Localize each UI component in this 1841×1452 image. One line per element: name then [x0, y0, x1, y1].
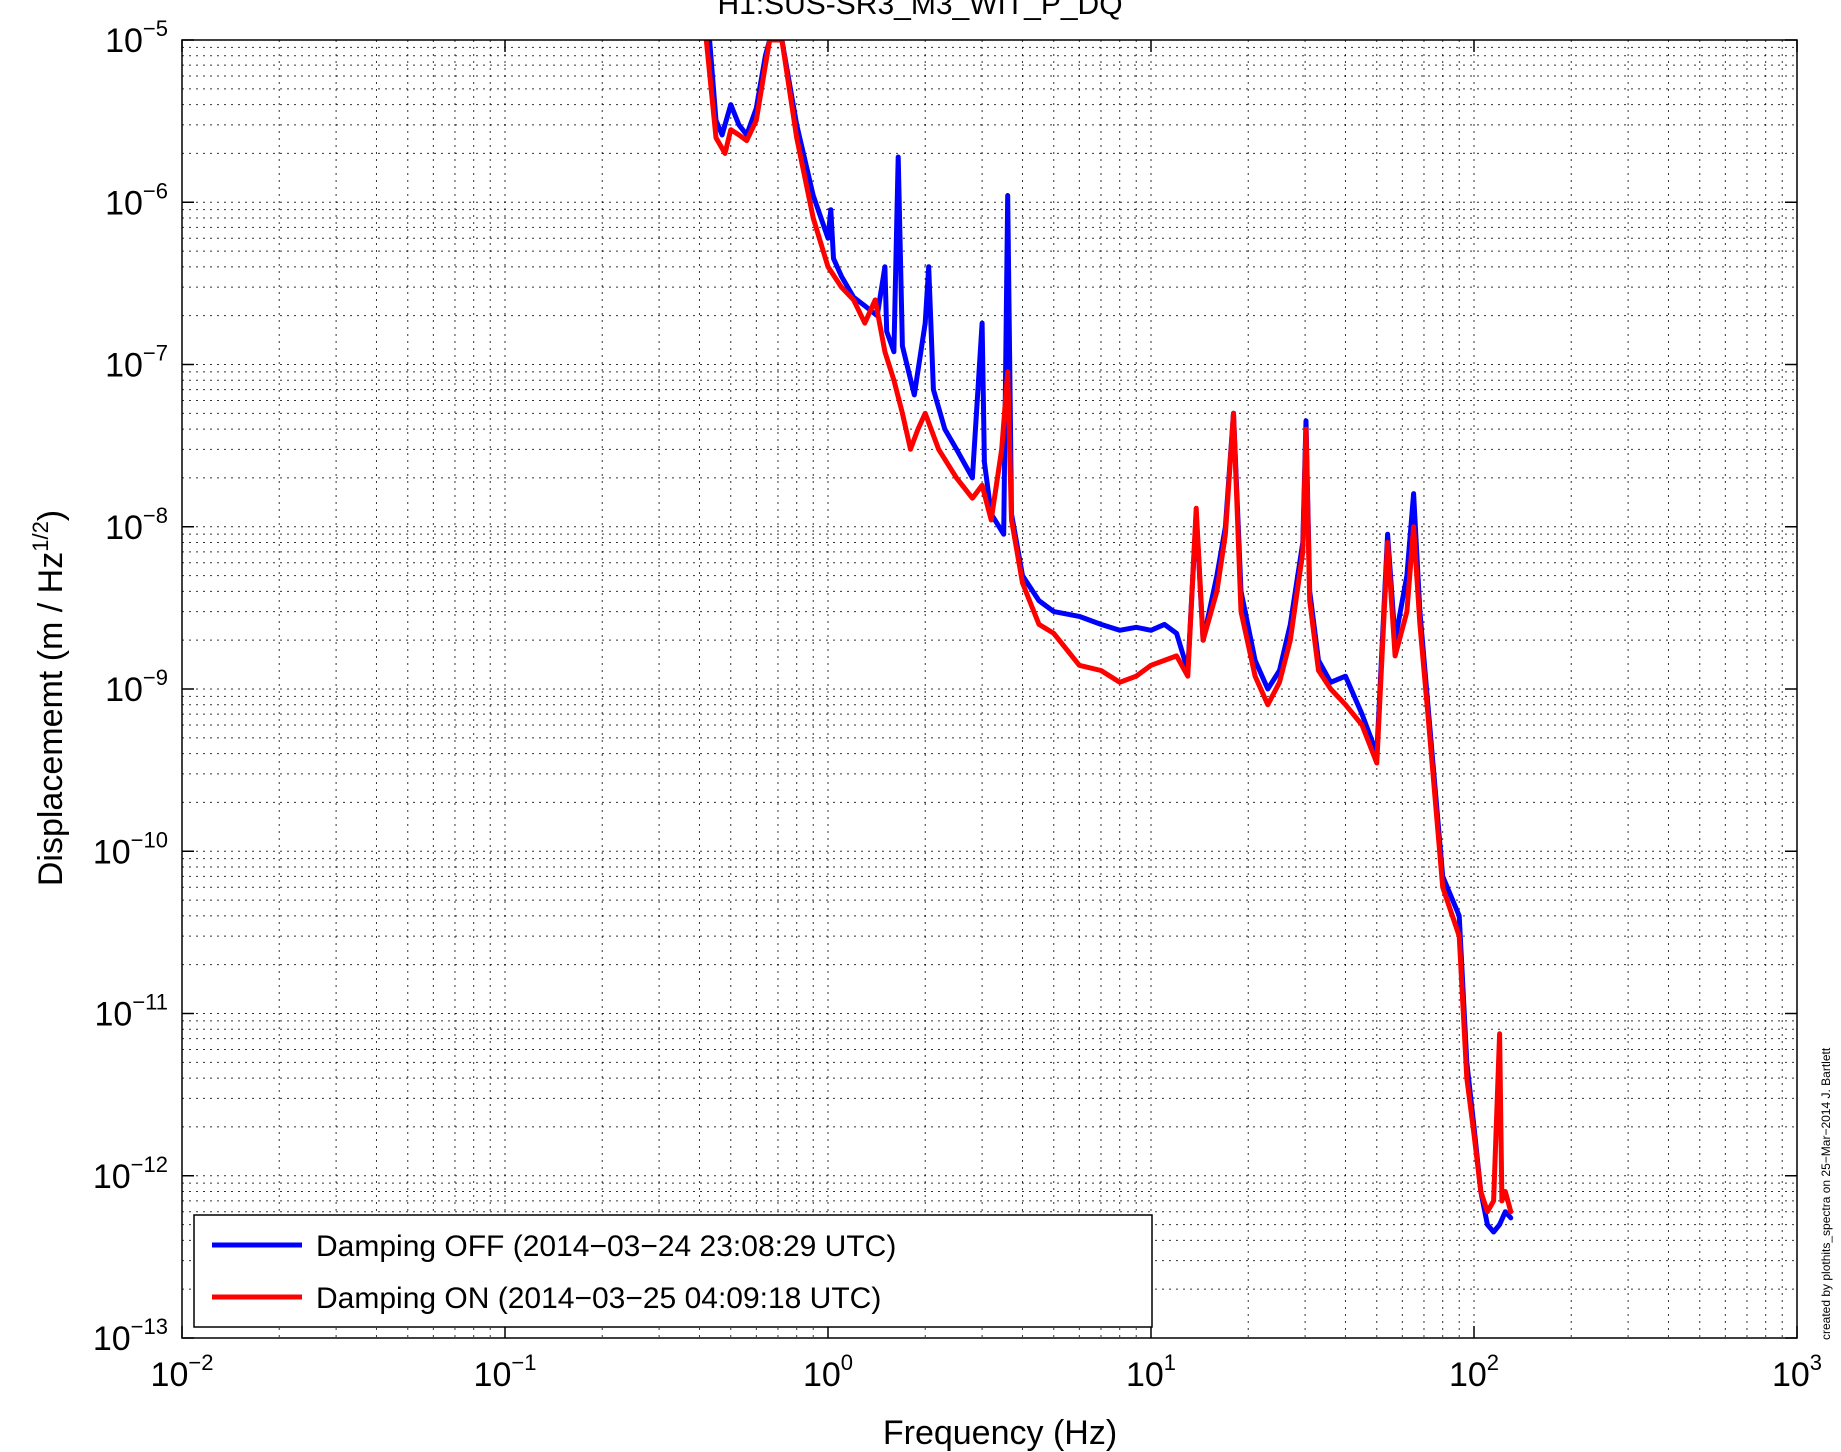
legend: Damping OFF (2014−03−24 23:08:29 UTC) Dam…: [193, 1214, 1153, 1328]
y-tick-label: 10−5: [105, 16, 168, 60]
y-axis-label-close: ): [32, 510, 70, 521]
x-tick-label: 101: [1126, 1350, 1176, 1394]
y-tick-label: 10−10: [93, 827, 168, 871]
series-line-damping-off: [707, 40, 1514, 1235]
y-tick-label: 10−12: [93, 1152, 168, 1196]
x-tick-label: 102: [1449, 1350, 1499, 1394]
legend-box: [193, 1214, 1153, 1328]
y-tick-label: 10−8: [105, 503, 168, 547]
y-tick-label: 10−9: [105, 665, 168, 709]
y-tick-label: 10−11: [94, 990, 168, 1034]
ticks: 10−2 10−1 100 101 102 103 10−5 10−6 10−7 10−8 10−9…: [93, 16, 1822, 1394]
y-tick-label: 10−7: [105, 341, 168, 385]
x-tick-label: 103: [1772, 1350, 1822, 1394]
grid: [181, 40, 1797, 1339]
credit-text: created by plothits_spectra on 25−Mar−20…: [1819, 1047, 1833, 1340]
legend-label: Damping ON (2014−03−25 04:09:18 UTC): [316, 1282, 881, 1315]
y-tick-label: 10−13: [93, 1314, 168, 1358]
series-line-damping-on: [703, 40, 1514, 1215]
chart-title: H1:SUS-SR3_M3_WIT_P_DQ: [717, 0, 1122, 21]
series-layer: [703, 40, 1514, 1235]
y-axis-label-main: Displacememt (m / Hz: [32, 552, 70, 886]
x-tick-label: 100: [803, 1350, 853, 1394]
x-tick-label: 10−2: [151, 1350, 214, 1394]
y-axis-label-exponent: 1/2: [28, 521, 53, 552]
y-tick-label: 10−6: [105, 178, 168, 222]
x-axis-label: Frequency (Hz): [883, 1414, 1117, 1452]
x-tick-label: 10−1: [474, 1350, 537, 1394]
y-axis-label: Displacememt (m / Hz1/2): [28, 510, 70, 886]
legend-label: Damping OFF (2014−03−24 23:08:29 UTC): [316, 1230, 896, 1263]
